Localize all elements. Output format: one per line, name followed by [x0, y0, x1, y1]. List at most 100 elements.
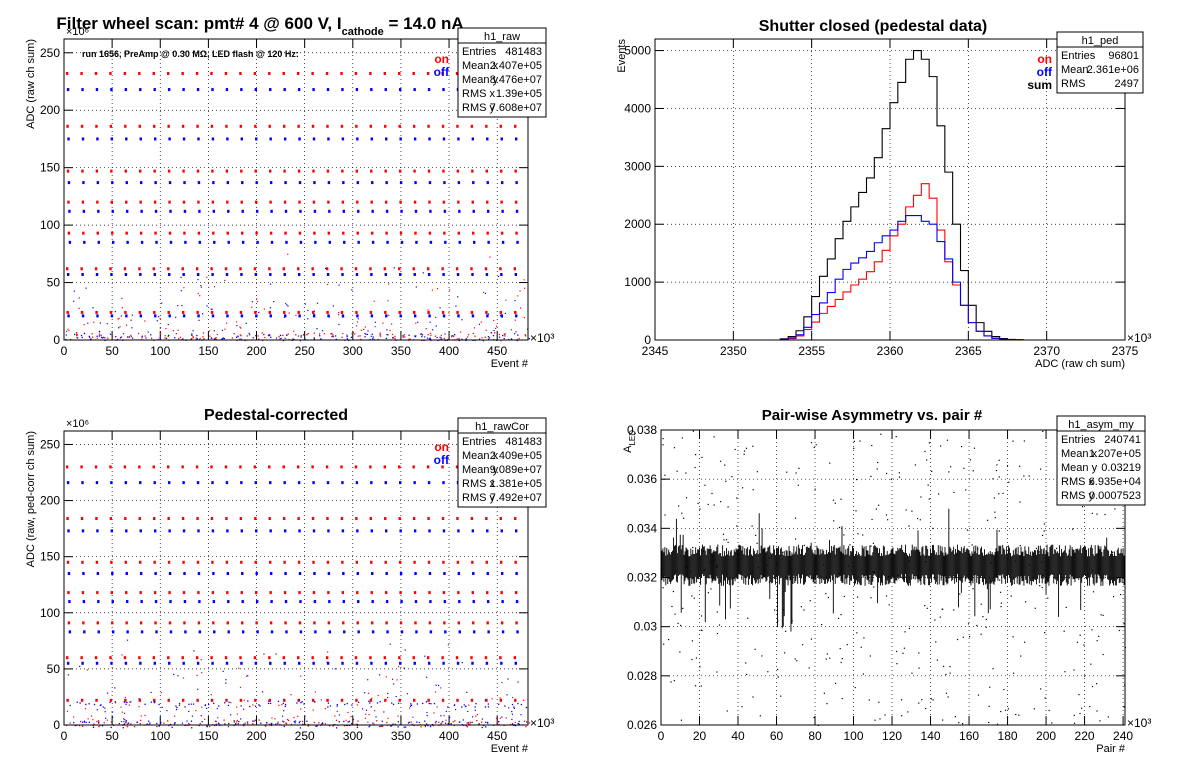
scatter-point: [520, 714, 522, 716]
stats-key: RMS y: [462, 492, 496, 504]
scatter-point: [390, 323, 393, 325]
scatter-point: [369, 702, 371, 704]
scatter-point: [354, 333, 356, 335]
stats-value: 9.089e+07: [490, 464, 542, 476]
scatter-point: [92, 726, 95, 728]
scatter-point: [367, 721, 369, 723]
cluster-mark: [412, 124, 416, 128]
cluster-mark: [211, 661, 214, 665]
scatter-point: [452, 721, 454, 723]
scatter-point: [518, 720, 520, 723]
cluster-mark: [429, 600, 432, 604]
outlier-point: [674, 613, 676, 615]
scatter-point: [235, 336, 238, 338]
scatter-point: [334, 715, 336, 717]
outlier-point: [1041, 586, 1043, 589]
outlier-point: [827, 596, 829, 599]
cluster-mark: [413, 481, 416, 485]
outlier-point: [994, 517, 996, 519]
cluster-mark: [284, 572, 287, 576]
outlier-point: [810, 638, 813, 640]
outlier-point: [701, 629, 703, 631]
scatter-point: [387, 717, 389, 719]
scatter-point: [498, 723, 500, 726]
scatter-point: [465, 725, 467, 727]
cluster-mark: [168, 273, 171, 277]
cluster-mark: [197, 200, 200, 204]
cluster-mark: [67, 529, 70, 533]
cluster-mark: [153, 124, 156, 128]
cluster-mark: [413, 273, 416, 277]
cluster-mark: [428, 529, 431, 533]
scatter-point: [487, 703, 489, 705]
scatter-point: [436, 336, 438, 339]
scatter-point: [156, 320, 158, 322]
cluster-mark: [313, 621, 316, 625]
outlier-point: [874, 719, 876, 721]
scatter-point: [528, 338, 530, 340]
scatter-point: [304, 715, 306, 717]
plot-frame: [63, 38, 529, 341]
scatter-point: [233, 333, 235, 335]
scatter-point: [160, 692, 162, 694]
cluster-mark: [81, 661, 84, 665]
scatter-point: [230, 714, 232, 716]
outlier-point: [829, 462, 831, 464]
scatter-point: [158, 703, 160, 706]
outlier-point: [803, 609, 805, 611]
scatter-point: [519, 290, 521, 292]
outlier-point: [895, 650, 898, 653]
scatter-point: [205, 725, 208, 727]
scatter-point: [293, 330, 295, 332]
x-tick-label: 200: [1036, 729, 1056, 743]
outlier-point: [1033, 708, 1035, 710]
scatter-point: [459, 721, 461, 723]
cluster-mark: [341, 88, 344, 92]
outlier-point: [731, 475, 733, 478]
scatter-point: [433, 702, 436, 705]
outlier-point: [663, 643, 665, 645]
cluster-mark: [455, 656, 459, 660]
outlier-point: [985, 618, 987, 620]
cluster-mark: [298, 137, 301, 141]
outlier-point: [752, 696, 754, 698]
cluster-mark: [82, 621, 85, 625]
cluster-mark: [313, 181, 316, 185]
outlier-point: [761, 655, 763, 657]
cluster-mark: [241, 572, 244, 576]
cluster-mark: [370, 621, 374, 625]
outlier-point: [1034, 607, 1036, 609]
cluster-mark: [269, 481, 272, 485]
cluster-mark: [299, 209, 302, 213]
x-tick-label: 180: [998, 729, 1018, 743]
scatter-point: [408, 338, 410, 340]
scatter-point: [374, 321, 376, 323]
scatter-point: [380, 725, 383, 728]
scatter-point: [192, 330, 194, 332]
cluster-mark: [426, 71, 430, 75]
cluster-mark: [196, 169, 200, 173]
cluster-mark: [255, 181, 258, 185]
cluster-mark: [68, 600, 71, 604]
cluster-mark: [399, 591, 402, 595]
cluster-mark: [139, 621, 143, 625]
scatter-point: [235, 723, 237, 725]
x-tick-label: 160: [959, 729, 979, 743]
cluster-mark: [182, 560, 185, 564]
scatter-point: [478, 723, 480, 725]
stats-key: Mean x: [462, 450, 499, 462]
outlier-point: [826, 653, 828, 655]
cluster-mark: [125, 621, 128, 625]
scatter-point: [511, 696, 514, 699]
chart-title-suffix: = 14.0 nA: [384, 14, 464, 33]
scatter-point: [341, 336, 343, 338]
outlier-point: [691, 658, 693, 661]
cluster-mark: [109, 124, 113, 128]
cluster-mark: [268, 267, 271, 271]
cluster-mark: [95, 310, 98, 314]
outlier-point: [797, 484, 799, 486]
cluster-mark: [140, 240, 144, 244]
scatter-point: [481, 718, 484, 720]
scatter-point: [212, 702, 215, 705]
outlier-point: [1123, 623, 1125, 625]
